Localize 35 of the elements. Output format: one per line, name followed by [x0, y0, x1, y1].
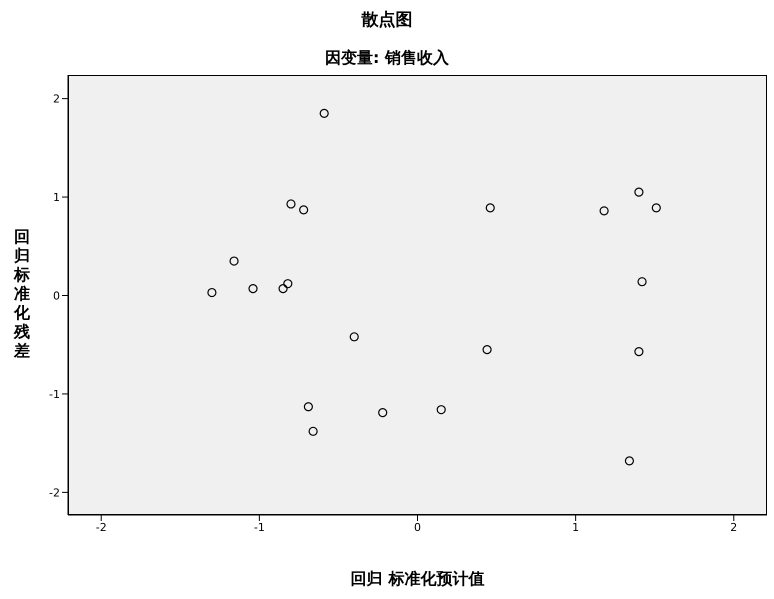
point [229, 256, 239, 266]
point [486, 203, 495, 212]
point [436, 405, 446, 414]
point [634, 188, 644, 197]
point [299, 205, 308, 214]
y-tick-label: 1 [53, 190, 60, 204]
point [320, 108, 329, 118]
y-tick-label: 2 [53, 92, 60, 106]
point [600, 206, 609, 216]
x-tick-label: 0 [414, 520, 421, 534]
point [207, 288, 217, 298]
x-tick-label: 2 [730, 520, 738, 534]
point [634, 347, 644, 356]
point [637, 277, 647, 286]
x-tick-label: -2 [96, 520, 107, 534]
point [248, 284, 258, 294]
point [278, 284, 288, 294]
point [482, 345, 492, 354]
y-tick-label: -2 [49, 486, 60, 500]
x-tick-label: -1 [254, 520, 265, 534]
y-tick-label: -1 [49, 388, 60, 401]
x-tick-label: 1 [572, 520, 580, 534]
point [308, 426, 318, 436]
point [283, 279, 292, 288]
point [304, 402, 313, 412]
y-tick-label: 0 [53, 289, 60, 302]
point [624, 456, 634, 466]
point [350, 332, 359, 342]
point [378, 408, 388, 418]
chart-title: 散点图 [360, 9, 414, 31]
x-axis-title: 回归 标准化预计值 [350, 569, 486, 590]
chart-subtitle: 因变量: 销售收入 [324, 48, 450, 69]
point [286, 199, 296, 209]
point [652, 203, 661, 212]
y-axis-title: 回归标准化残差 [12, 227, 31, 360]
